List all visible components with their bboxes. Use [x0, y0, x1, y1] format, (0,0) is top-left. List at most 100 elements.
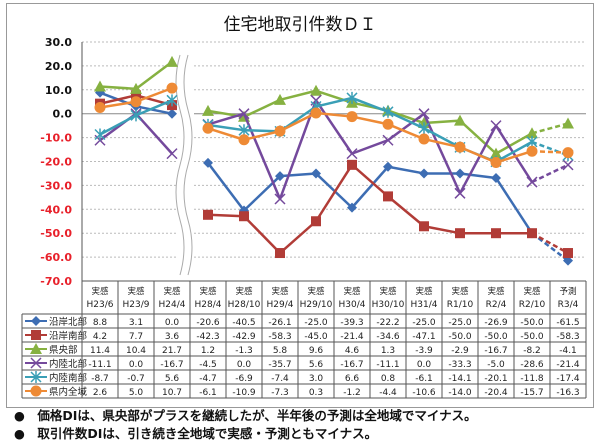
series-沿岸北部: [95, 87, 573, 266]
category-kind: 実感: [451, 286, 469, 297]
table-cell: -50.0: [448, 332, 472, 342]
table-cell: -21.4: [556, 360, 580, 370]
table-cell: -2.9: [451, 346, 469, 356]
table-cell: 0.0: [417, 360, 432, 370]
table-cell: -6.1: [199, 388, 217, 398]
axis-break-icon: [183, 54, 193, 276]
series-line-segment: [314, 164, 354, 222]
table-cell: 5.6: [165, 374, 180, 384]
y-tick-label: 20.0: [45, 60, 72, 73]
series-line-segment: [531, 122, 569, 135]
table-cell: 1.2: [201, 346, 215, 356]
table-cell: -40.5: [232, 318, 255, 328]
series-line-segment: [351, 115, 389, 126]
series-県央部: [94, 55, 574, 159]
data-point: [455, 168, 465, 179]
data-point: [526, 127, 538, 139]
y-tick-label: -30.0: [40, 179, 72, 192]
category-label: R2/4: [486, 300, 507, 310]
data-point: [167, 108, 177, 119]
series-line-segment: [207, 112, 245, 126]
category-kind: 実感: [523, 286, 541, 297]
table-cell: -20.1: [484, 374, 507, 384]
series-line-segment: [495, 150, 533, 164]
series-line-segment: [135, 60, 173, 90]
series-line-segment: [314, 99, 354, 155]
category-label: H23/6: [87, 300, 114, 310]
series-line-segment: [99, 94, 137, 105]
data-point: [94, 80, 106, 92]
table-cell: -11.1: [376, 360, 399, 370]
table-cell: 7.7: [129, 332, 143, 342]
table-cell: 0.0: [129, 360, 144, 370]
series-line-segment: [99, 114, 137, 136]
table-cell: -6.9: [235, 374, 253, 384]
table-cell: -58.3: [556, 332, 579, 342]
axis-break-icon: [175, 54, 185, 276]
table-cell: -20.4: [484, 388, 508, 398]
table-cell: 5.0: [129, 388, 144, 398]
data-point: [419, 221, 429, 232]
table-cell: -42.9: [232, 332, 256, 342]
series-line-segment: [351, 96, 389, 113]
table-cell: -4.1: [559, 346, 577, 356]
table-cell: 3.1: [129, 318, 143, 328]
table-cell: -0.7: [127, 374, 145, 384]
category-kind: 実感: [343, 286, 361, 297]
table-cell: 9.6: [309, 346, 324, 356]
table-cell: -25.0: [448, 318, 472, 328]
data-point: [526, 145, 538, 157]
data-point: [418, 122, 430, 135]
data-point: [418, 108, 430, 120]
table-cell: -16.7: [160, 360, 183, 370]
series-line-segment: [387, 110, 425, 130]
table-cell: -8.2: [523, 346, 541, 356]
category-label: H24/4: [159, 300, 186, 310]
data-point: [310, 84, 322, 96]
data-point: [383, 161, 393, 172]
category-kind: 予測: [559, 286, 576, 297]
table-cell: -61.5: [556, 318, 579, 328]
category-label: H30/10: [372, 300, 405, 310]
series-line-segment: [207, 123, 245, 132]
series-line-segment: [99, 100, 137, 109]
data-point: [238, 134, 250, 146]
data-point: [310, 107, 322, 119]
table-cell: -42.3: [196, 332, 219, 342]
series-line-segment: [351, 165, 389, 209]
category-label: R2/10: [519, 300, 546, 310]
table-cell: -8.7: [91, 374, 109, 384]
table-cell: -20.6: [196, 318, 220, 328]
data-point: [418, 133, 430, 145]
table-cell: 11.4: [90, 346, 110, 356]
data-point: [166, 148, 178, 160]
data-point: [202, 104, 214, 116]
data-point: [311, 216, 321, 227]
series-line-segment: [135, 99, 173, 117]
table-cell: -47.1: [412, 332, 435, 342]
legend-label: 内陸南部: [49, 372, 87, 384]
legend-marker: [31, 330, 41, 340]
legend-marker: [30, 343, 42, 354]
legend-marker: [30, 371, 42, 383]
table-cell: -50.0: [520, 318, 544, 328]
y-tick-label: -60.0: [40, 251, 72, 264]
y-tick-label: -10.0: [40, 132, 72, 145]
y-tick-label: -50.0: [40, 227, 72, 240]
category-label: H28/4: [195, 300, 222, 310]
table-cell: -4.4: [379, 388, 397, 398]
table-cell: 8.8: [93, 318, 108, 328]
table-cell: -14.1: [448, 374, 471, 384]
data-point: [166, 82, 178, 94]
data-point: [238, 108, 250, 120]
data-point: [130, 96, 142, 108]
series-line-segment: [135, 105, 173, 115]
table-cell: -10.9: [232, 388, 256, 398]
data-point: [166, 55, 178, 67]
category-kind: 実感: [199, 286, 217, 297]
series-line-segment: [351, 139, 389, 155]
data-point: [275, 248, 285, 259]
series-line-segment: [531, 149, 569, 154]
series-line-segment: [315, 172, 353, 209]
series-line-segment: [387, 195, 425, 228]
